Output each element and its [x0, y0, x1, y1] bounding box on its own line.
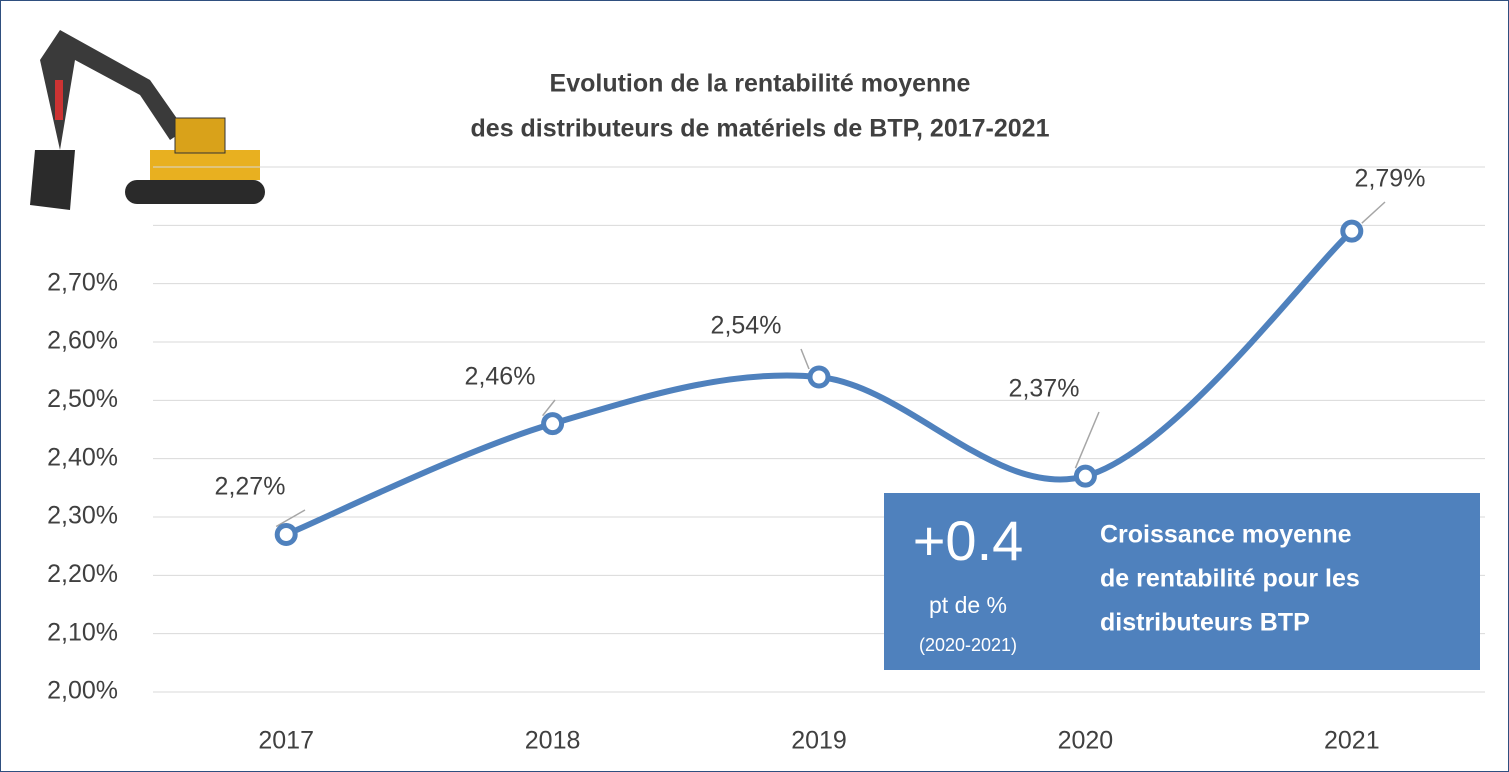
- marker: [810, 368, 828, 386]
- data-label: 2,27%: [215, 473, 286, 501]
- callout-text: distributeurs BTP: [1100, 609, 1310, 637]
- y-tick-label: 2,10%: [47, 618, 118, 646]
- callout-number: +0.4: [913, 509, 1024, 572]
- marker: [544, 415, 562, 433]
- y-tick-label: 2,70%: [47, 268, 118, 296]
- x-tick-label: 2019: [791, 727, 847, 755]
- data-label: 2,54%: [711, 312, 782, 340]
- chart-title: des distributeurs de matériels de BTP, 2…: [471, 115, 1050, 143]
- x-tick-label: 2018: [525, 727, 581, 755]
- marker: [277, 526, 295, 544]
- y-tick-label: 2,40%: [47, 443, 118, 471]
- marker: [1076, 467, 1094, 485]
- y-tick-label: 2,20%: [47, 560, 118, 588]
- data-label: 2,46%: [465, 363, 536, 391]
- y-tick-label: 2,00%: [47, 677, 118, 705]
- callout-unit: pt de %: [929, 592, 1007, 618]
- chart-title: Evolution de la rentabilité moyenne: [550, 70, 971, 98]
- x-tick-label: 2021: [1324, 727, 1380, 755]
- excavator-icon: [8, 8, 278, 230]
- y-tick-label: 2,50%: [47, 385, 118, 413]
- x-tick-label: 2020: [1058, 727, 1114, 755]
- data-label: 2,37%: [1009, 375, 1080, 403]
- y-tick-label: 2,60%: [47, 327, 118, 355]
- y-tick-label: 2,30%: [47, 502, 118, 530]
- callout-text: Croissance moyenne: [1100, 521, 1352, 549]
- chart: Evolution de la rentabilité moyenne des …: [0, 0, 1509, 772]
- callout-text: de rentabilité pour les: [1100, 565, 1360, 593]
- x-tick-label: 2017: [258, 727, 314, 755]
- marker: [1343, 222, 1361, 240]
- callout-period: (2020-2021): [919, 635, 1017, 655]
- data-label: 2,79%: [1355, 165, 1426, 193]
